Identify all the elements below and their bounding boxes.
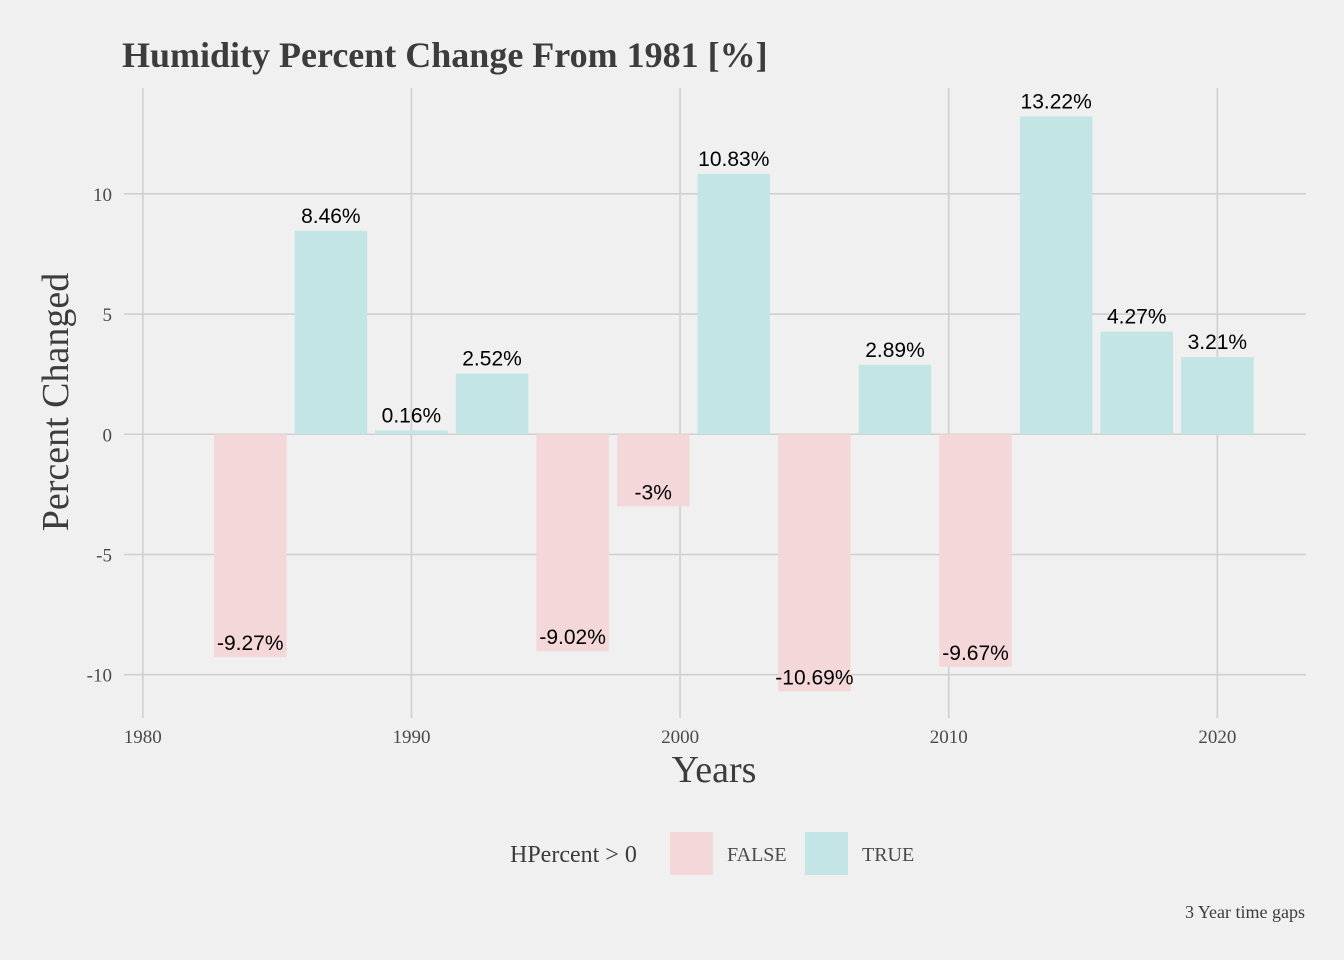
bar xyxy=(536,434,609,652)
bar-value-label: 13.22% xyxy=(1021,90,1092,113)
legend-title: HPercent > 0 xyxy=(510,842,637,868)
bar-value-label: 3.21% xyxy=(1188,331,1248,354)
x-tick-label: 2000 xyxy=(661,727,699,748)
legend-label-true: TRUE xyxy=(862,844,914,866)
bar xyxy=(294,230,368,435)
x-tick-label: 1980 xyxy=(124,727,162,748)
legend-key-false xyxy=(670,832,713,875)
y-tick-label: 0 xyxy=(103,425,113,446)
legend-key-true xyxy=(805,832,848,875)
bar xyxy=(939,434,1012,667)
bar xyxy=(213,434,287,658)
x-tick-label: 2020 xyxy=(1198,727,1236,748)
bar xyxy=(616,434,690,507)
bar xyxy=(375,430,448,435)
bar-value-label: -9.02% xyxy=(539,626,606,649)
bar xyxy=(1181,357,1254,435)
y-axis-title: Percent Changed xyxy=(35,273,77,532)
bar-labels: -9.27% 8.46% 0.16% 2.52% -9.02% -3% 10.83% -10.… xyxy=(217,90,1247,689)
bar xyxy=(455,373,529,435)
bars xyxy=(213,116,1254,692)
bar-value-label: -9.67% xyxy=(942,642,1009,665)
y-tick-label: 10 xyxy=(93,185,112,206)
bar-value-label: 4.27% xyxy=(1107,306,1167,329)
axis-ticks: -10 -5 0 5 10 1980 1990 2000 2010 2020 xyxy=(87,185,1237,748)
y-tick-label: 5 xyxy=(103,305,113,326)
legend: HPercent > 0 FALSE TRUE xyxy=(510,832,914,875)
bar-value-label: 2.52% xyxy=(462,348,522,371)
y-tick-label: -10 xyxy=(87,666,112,687)
caption: 3 Year time gaps xyxy=(1185,902,1305,922)
legend-label-false: FALSE xyxy=(727,844,787,866)
bar xyxy=(858,364,932,435)
bar xyxy=(697,173,771,435)
bar-value-label: -10.69% xyxy=(775,666,853,689)
bar xyxy=(778,434,851,692)
x-tick-label: 1990 xyxy=(392,727,430,748)
bar-value-label: 2.89% xyxy=(865,339,925,362)
bar-value-label: -9.27% xyxy=(217,632,284,655)
bar xyxy=(1019,116,1093,435)
bar-value-label: -3% xyxy=(635,481,672,504)
chart-title: Humidity Percent Change From 1981 [%] xyxy=(122,35,768,75)
x-axis-title: Years xyxy=(672,749,757,791)
bar-value-label: 10.83% xyxy=(698,148,769,171)
bar-value-label: 0.16% xyxy=(382,404,442,427)
bar-value-label: 8.46% xyxy=(301,205,361,228)
bar xyxy=(1100,331,1174,435)
y-tick-label: -5 xyxy=(96,545,112,566)
x-tick-label: 2010 xyxy=(930,727,968,748)
